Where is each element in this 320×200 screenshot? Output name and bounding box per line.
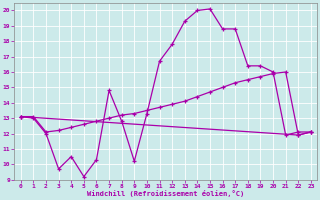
X-axis label: Windchill (Refroidissement éolien,°C): Windchill (Refroidissement éolien,°C) [87,190,244,197]
